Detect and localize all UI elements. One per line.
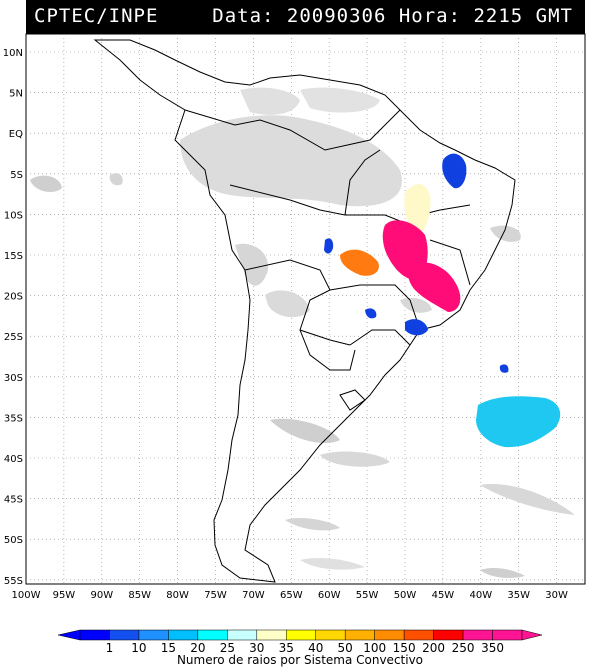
lat-label: 5N <box>9 89 23 100</box>
lon-label: 95W <box>53 590 76 601</box>
colorbar-tick-label: 25 <box>220 641 235 655</box>
colorbar-swatch <box>197 629 228 641</box>
colorbar-swatch <box>492 629 523 641</box>
colorbar-tick-label: 10 <box>131 641 146 655</box>
lat-label: 50S <box>4 535 23 546</box>
lon-label: 70W <box>242 590 265 601</box>
colorbar-swatch <box>286 629 316 641</box>
lat-label: 15S <box>4 251 23 262</box>
lat-label: 35S <box>4 413 23 424</box>
colorbar-tick-label: 30 <box>249 641 264 655</box>
lon-label: 50W <box>394 590 417 601</box>
system-atlantic-cyan <box>476 396 561 448</box>
system-rondonia-blue <box>324 238 334 254</box>
lon-label: 100W <box>12 590 41 601</box>
colorbar-swatch <box>227 629 258 641</box>
cloud-cover <box>30 87 575 578</box>
colorbar-swatch <box>344 629 375 641</box>
colorbar-swatch <box>168 629 199 641</box>
convective-systems <box>324 153 561 448</box>
lon-label: 80W <box>166 590 189 601</box>
colorbar <box>57 629 543 641</box>
lon-label: 35W <box>507 590 530 601</box>
colorbar-swatch <box>403 629 434 641</box>
colorbar-title: Numero de raios por Sistema Convectivo <box>176 653 424 667</box>
header-date-time: Data: 20090306 Hora: 2215 GMT <box>212 5 573 27</box>
lat-label: 30S <box>4 373 23 384</box>
lat-label: 40S <box>4 454 23 465</box>
colorbar-tick-label: 350 <box>481 641 504 655</box>
system-mato-grosso-orange <box>340 249 379 276</box>
lon-label: 85W <box>128 590 151 601</box>
map-header: CPTEC/INPE Data: 20090306 Hora: 2215 GMT <box>26 0 585 34</box>
latitude-labels: 10N 5N EQ 5S 10S 15S 20S 25S 30S 35S 40S 45S 50S 55S <box>3 48 23 587</box>
colorbar-tick-label: 20 <box>190 641 205 655</box>
lon-label: 75W <box>204 590 227 601</box>
colorbar-swatch <box>315 629 346 641</box>
lon-label: 45W <box>432 590 455 601</box>
colorbar-swatch <box>138 629 169 641</box>
colorbar-tick-label: 35 <box>279 641 294 655</box>
colorbar-swatch <box>433 629 464 641</box>
lon-label: 60W <box>318 590 341 601</box>
colorbar-swatch <box>374 629 405 641</box>
lat-label: 55S <box>4 576 23 587</box>
colorbar-tick-label: 40 <box>308 641 323 655</box>
system-parana-blue <box>365 308 377 319</box>
system-atlantic-blue <box>499 364 509 373</box>
system-southeast-magenta <box>407 262 461 312</box>
colorbar-tick-label: 100 <box>363 641 386 655</box>
colorbar-tick-label: 15 <box>161 641 176 655</box>
colorbar-tick-label: 200 <box>422 641 445 655</box>
longitude-labels: 100W 95W 90W 85W 80W 75W 70W 65W 60W 55W 50W 45W 40W… <box>12 590 569 601</box>
system-sp-blue <box>405 319 428 336</box>
system-central-pale-yellow <box>404 184 431 235</box>
colorbar-swatch <box>256 629 287 641</box>
lat-label: 5S <box>10 170 23 181</box>
colorbar-swatch <box>109 629 140 641</box>
system-ne-blue <box>442 153 467 189</box>
lon-label: 65W <box>280 590 303 601</box>
coastline <box>93 39 516 583</box>
lat-label: 45S <box>4 495 23 506</box>
lon-label: 90W <box>90 590 113 601</box>
header-source: CPTEC/INPE <box>34 5 159 27</box>
colorbar-left-arrow <box>57 629 81 641</box>
colorbar-tick-label: 1 <box>106 641 114 655</box>
colorbar-tick-labels: 1 10 15 20 25 30 35 40 50 100 150 200 250 350 <box>106 641 504 655</box>
colorbar-tick-label: 250 <box>452 641 475 655</box>
colorbar-swatch <box>462 629 493 641</box>
lat-label: 10S <box>4 210 23 221</box>
lat-label: 25S <box>4 332 23 343</box>
lon-label: 55W <box>356 590 379 601</box>
lat-label: EQ <box>9 129 23 140</box>
colorbar-swatch <box>79 629 110 641</box>
colorbar-tick-label: 50 <box>338 641 353 655</box>
lat-label: 20S <box>4 292 23 303</box>
colorbar-tick-label: 150 <box>393 641 416 655</box>
lon-label: 30W <box>545 590 568 601</box>
lon-label: 40W <box>469 590 492 601</box>
lat-label: 10N <box>3 48 23 59</box>
colorbar-right-arrow <box>521 629 543 641</box>
